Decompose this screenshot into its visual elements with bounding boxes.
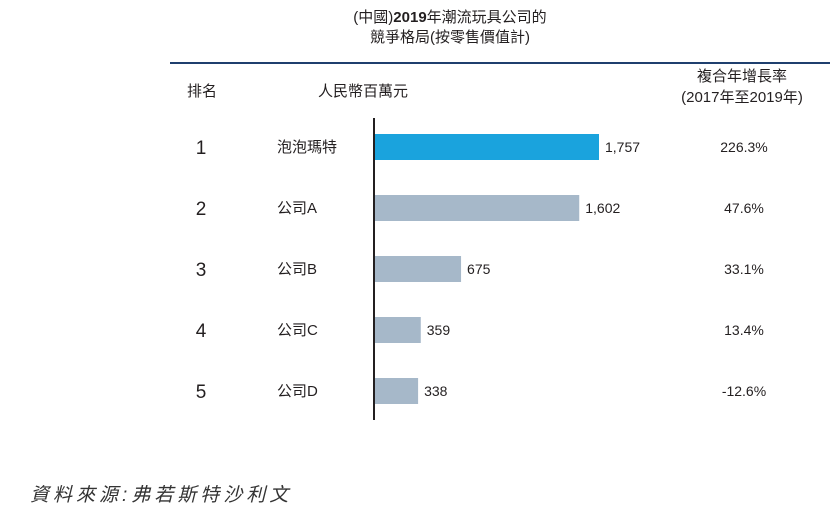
category-label: 公司A [277,200,317,217]
title-prefix: (中國) [353,9,394,26]
cagr-header-line1: 複合年增長率 [696,68,787,85]
bar [375,134,599,160]
bar [375,378,419,404]
bar-value-label: 675 [467,261,491,277]
title-rest: 年潮流玩具公司的 [426,9,547,26]
cagr-value: -12.6% [722,383,766,399]
bar-value-label: 359 [427,322,451,338]
title-line2: 競爭格局(按零售價值計) [370,29,530,46]
category-label: 公司B [277,261,317,278]
bar [375,317,421,343]
rank-label: 4 [196,321,207,342]
rank-label: 5 [196,382,207,403]
cagr-header: 複合年增長率 (2017年至2019年) [672,66,812,108]
rank-label: 1 [196,138,207,159]
bar-value-label: 338 [424,383,448,399]
cagr-value: 13.4% [724,322,764,338]
rank-label: 3 [196,260,207,281]
source-note: 資料來源:弗若斯特沙利文 [30,485,293,506]
category-label: 公司C [277,322,318,339]
bar [375,256,462,282]
bar-value-label: 1,757 [605,139,640,155]
rank-header: 排名 [187,83,218,100]
bar-chart: 1,757 1 泡泡瑪特 226.3% 1,602 2 公司A 47.6% 675 3 公司B 33.… [196,118,768,420]
bar [375,195,580,221]
cagr-value: 33.1% [724,261,764,277]
cagr-header-line2: (2017年至2019年) [681,89,803,106]
unit-header: 人民幣百萬元 [318,83,409,100]
title-year: 2019 [393,9,427,26]
chart-title: (中國)2019年潮流玩具公司的 競爭格局(按零售價值計) [230,8,670,48]
header-rule [170,62,830,64]
rank-label: 2 [196,199,207,220]
cagr-value: 47.6% [724,200,764,216]
cagr-value: 226.3% [720,139,767,155]
bar-value-label: 1,602 [585,200,620,216]
category-label: 公司D [277,383,318,400]
category-label: 泡泡瑪特 [277,139,337,156]
